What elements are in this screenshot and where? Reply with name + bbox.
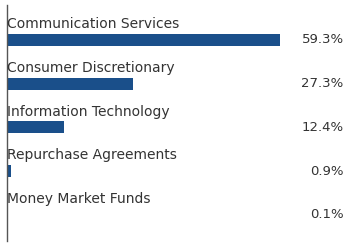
Bar — [7, 77, 133, 90]
Bar — [7, 34, 280, 46]
Text: Consumer Discretionary: Consumer Discretionary — [7, 61, 175, 75]
Text: Money Market Funds: Money Market Funds — [7, 192, 151, 206]
Text: Repurchase Agreements: Repurchase Agreements — [7, 148, 177, 162]
Text: 12.4%: 12.4% — [301, 121, 343, 134]
Text: 0.9%: 0.9% — [310, 165, 343, 178]
Bar — [7, 165, 12, 177]
Bar — [7, 209, 8, 221]
Text: 27.3%: 27.3% — [301, 77, 343, 90]
Text: 0.1%: 0.1% — [310, 208, 343, 221]
Text: Information Technology: Information Technology — [7, 105, 170, 119]
Text: Communication Services: Communication Services — [7, 17, 179, 31]
Bar — [7, 121, 64, 134]
Text: 59.3%: 59.3% — [301, 33, 343, 46]
